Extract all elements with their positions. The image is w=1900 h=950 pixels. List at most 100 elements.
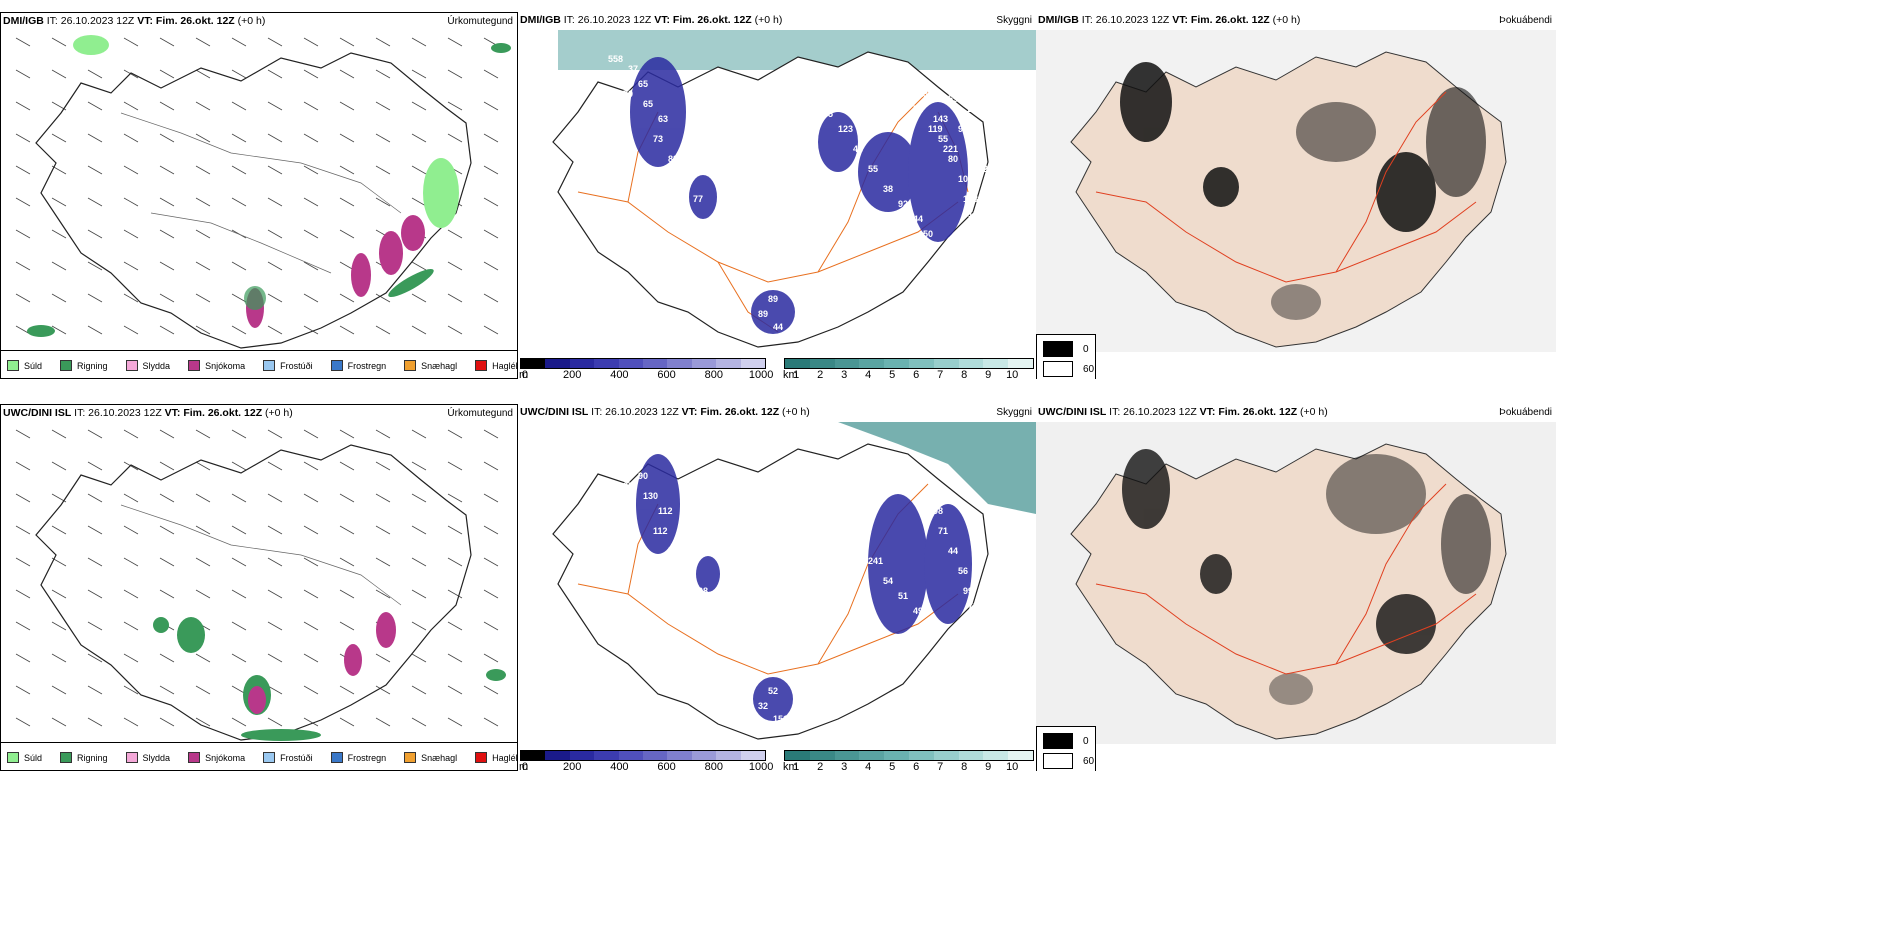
ceiling-label: 44 xyxy=(913,214,923,224)
legend-swatch xyxy=(404,360,417,371)
wind-barb xyxy=(267,525,283,535)
wind-barb xyxy=(195,325,211,335)
wind-barb xyxy=(303,69,319,79)
wind-barb xyxy=(123,293,139,303)
wind-barb xyxy=(159,493,175,503)
colorbar-tick: 8 xyxy=(961,369,968,379)
ceiling-label: 169 xyxy=(853,536,868,546)
wind-barb xyxy=(375,461,391,471)
wind-barb xyxy=(87,165,103,175)
wind-barb xyxy=(195,653,211,663)
ceiling-label: 65 xyxy=(643,99,653,109)
ceiling-label: 97 xyxy=(898,486,908,496)
colorbar-cell xyxy=(983,751,1009,760)
ceiling-label: 368 xyxy=(893,259,908,269)
legend-item: Snjókoma xyxy=(188,752,245,763)
wind-barb xyxy=(87,325,103,335)
wind-barb xyxy=(87,557,103,567)
wind-barb xyxy=(339,493,355,503)
wind-barb xyxy=(375,525,391,535)
wind-barb xyxy=(267,493,283,503)
colorbar-cell xyxy=(933,751,959,760)
wind-barb xyxy=(339,101,355,111)
wind-barb xyxy=(339,69,355,79)
wind-barb xyxy=(267,653,283,663)
wind-barb xyxy=(411,293,427,303)
wind-barbs xyxy=(15,429,499,727)
ceiling-label: 741 xyxy=(668,546,683,556)
ceiling-label: 42 xyxy=(973,144,983,154)
wind-barb xyxy=(339,461,355,471)
legend-item: Haglél xyxy=(475,752,517,763)
wind-barb xyxy=(267,685,283,695)
wind-barb xyxy=(123,493,139,503)
colorbar-cell xyxy=(740,751,766,760)
ceiling-label: 52 xyxy=(768,686,778,696)
wind-barb xyxy=(375,69,391,79)
colorbar-cell xyxy=(983,359,1009,368)
cloud-areas xyxy=(636,454,972,721)
wind-barb xyxy=(87,133,103,143)
wind-barb xyxy=(15,293,31,303)
wind-barb xyxy=(339,293,355,303)
wind-barb xyxy=(231,37,247,47)
ceiling-label: 50 xyxy=(898,94,908,104)
colorbar-cell xyxy=(545,359,570,368)
panel-title: Þokuábendi xyxy=(1499,15,1552,26)
wind-barb xyxy=(483,717,499,727)
wind-barb xyxy=(195,685,211,695)
colorbar-cell xyxy=(667,359,692,368)
wind-barb xyxy=(87,261,103,271)
precip-legend: Súld Rigning Slydda Snjókoma Frostúði Fr… xyxy=(1,350,517,378)
ceiling-label: 100 xyxy=(958,174,973,184)
wind-barb xyxy=(87,685,103,695)
ceiling-label: 123 xyxy=(838,124,853,134)
precip-map xyxy=(15,35,511,349)
wind-barb xyxy=(159,429,175,439)
wind-barb xyxy=(267,165,283,175)
ceiling-label: 63 xyxy=(658,114,668,124)
ceiling-label: 59 xyxy=(948,94,958,104)
wind-barb xyxy=(195,461,211,471)
wind-barb xyxy=(51,461,67,471)
colorbar-cell xyxy=(545,751,570,760)
wind-barb xyxy=(51,621,67,631)
ceiling-label: 42 xyxy=(978,164,988,174)
wind-barb xyxy=(483,293,499,303)
wind-barb xyxy=(15,37,31,47)
ceiling-label: 131 xyxy=(713,209,728,219)
ceiling-label: 88 xyxy=(668,154,678,164)
ceiling-label: 80 xyxy=(948,154,958,164)
wind-barb xyxy=(339,717,355,727)
wind-barb xyxy=(123,37,139,47)
wind-barb xyxy=(303,229,319,239)
colorbar-cell xyxy=(521,751,546,760)
colorbar-cell xyxy=(884,359,909,368)
wind-barb xyxy=(159,293,175,303)
legend-item: Frostúði xyxy=(263,752,313,763)
ceiling-label: 98 xyxy=(933,506,943,516)
wind-barb xyxy=(483,197,499,207)
ceiling-label: 103 xyxy=(608,446,623,456)
wind-barb xyxy=(51,589,67,599)
wind-barb xyxy=(303,589,319,599)
wind-barb xyxy=(483,461,499,471)
ceiling-label: 65 xyxy=(638,79,648,89)
wind-barb xyxy=(87,101,103,111)
ceiling-label: 44 xyxy=(948,546,958,556)
ceiling-label: 73 xyxy=(653,134,663,144)
wind-barb xyxy=(303,165,319,175)
wind-barb xyxy=(231,717,247,727)
legend-item: Rigning xyxy=(60,752,108,763)
colorbar-tick: 0 xyxy=(521,761,528,771)
wind-barb xyxy=(303,717,319,727)
wind-barb xyxy=(303,293,319,303)
wind-barb xyxy=(339,525,355,535)
ceiling-label: 73 xyxy=(973,224,983,234)
ceiling-label: 56 xyxy=(958,566,968,576)
wind-barb xyxy=(375,133,391,143)
wind-barb xyxy=(267,69,283,79)
colorbar-tick: 6 xyxy=(913,369,920,379)
legend-item: Frostregn xyxy=(330,360,386,371)
wind-barb xyxy=(303,133,319,143)
